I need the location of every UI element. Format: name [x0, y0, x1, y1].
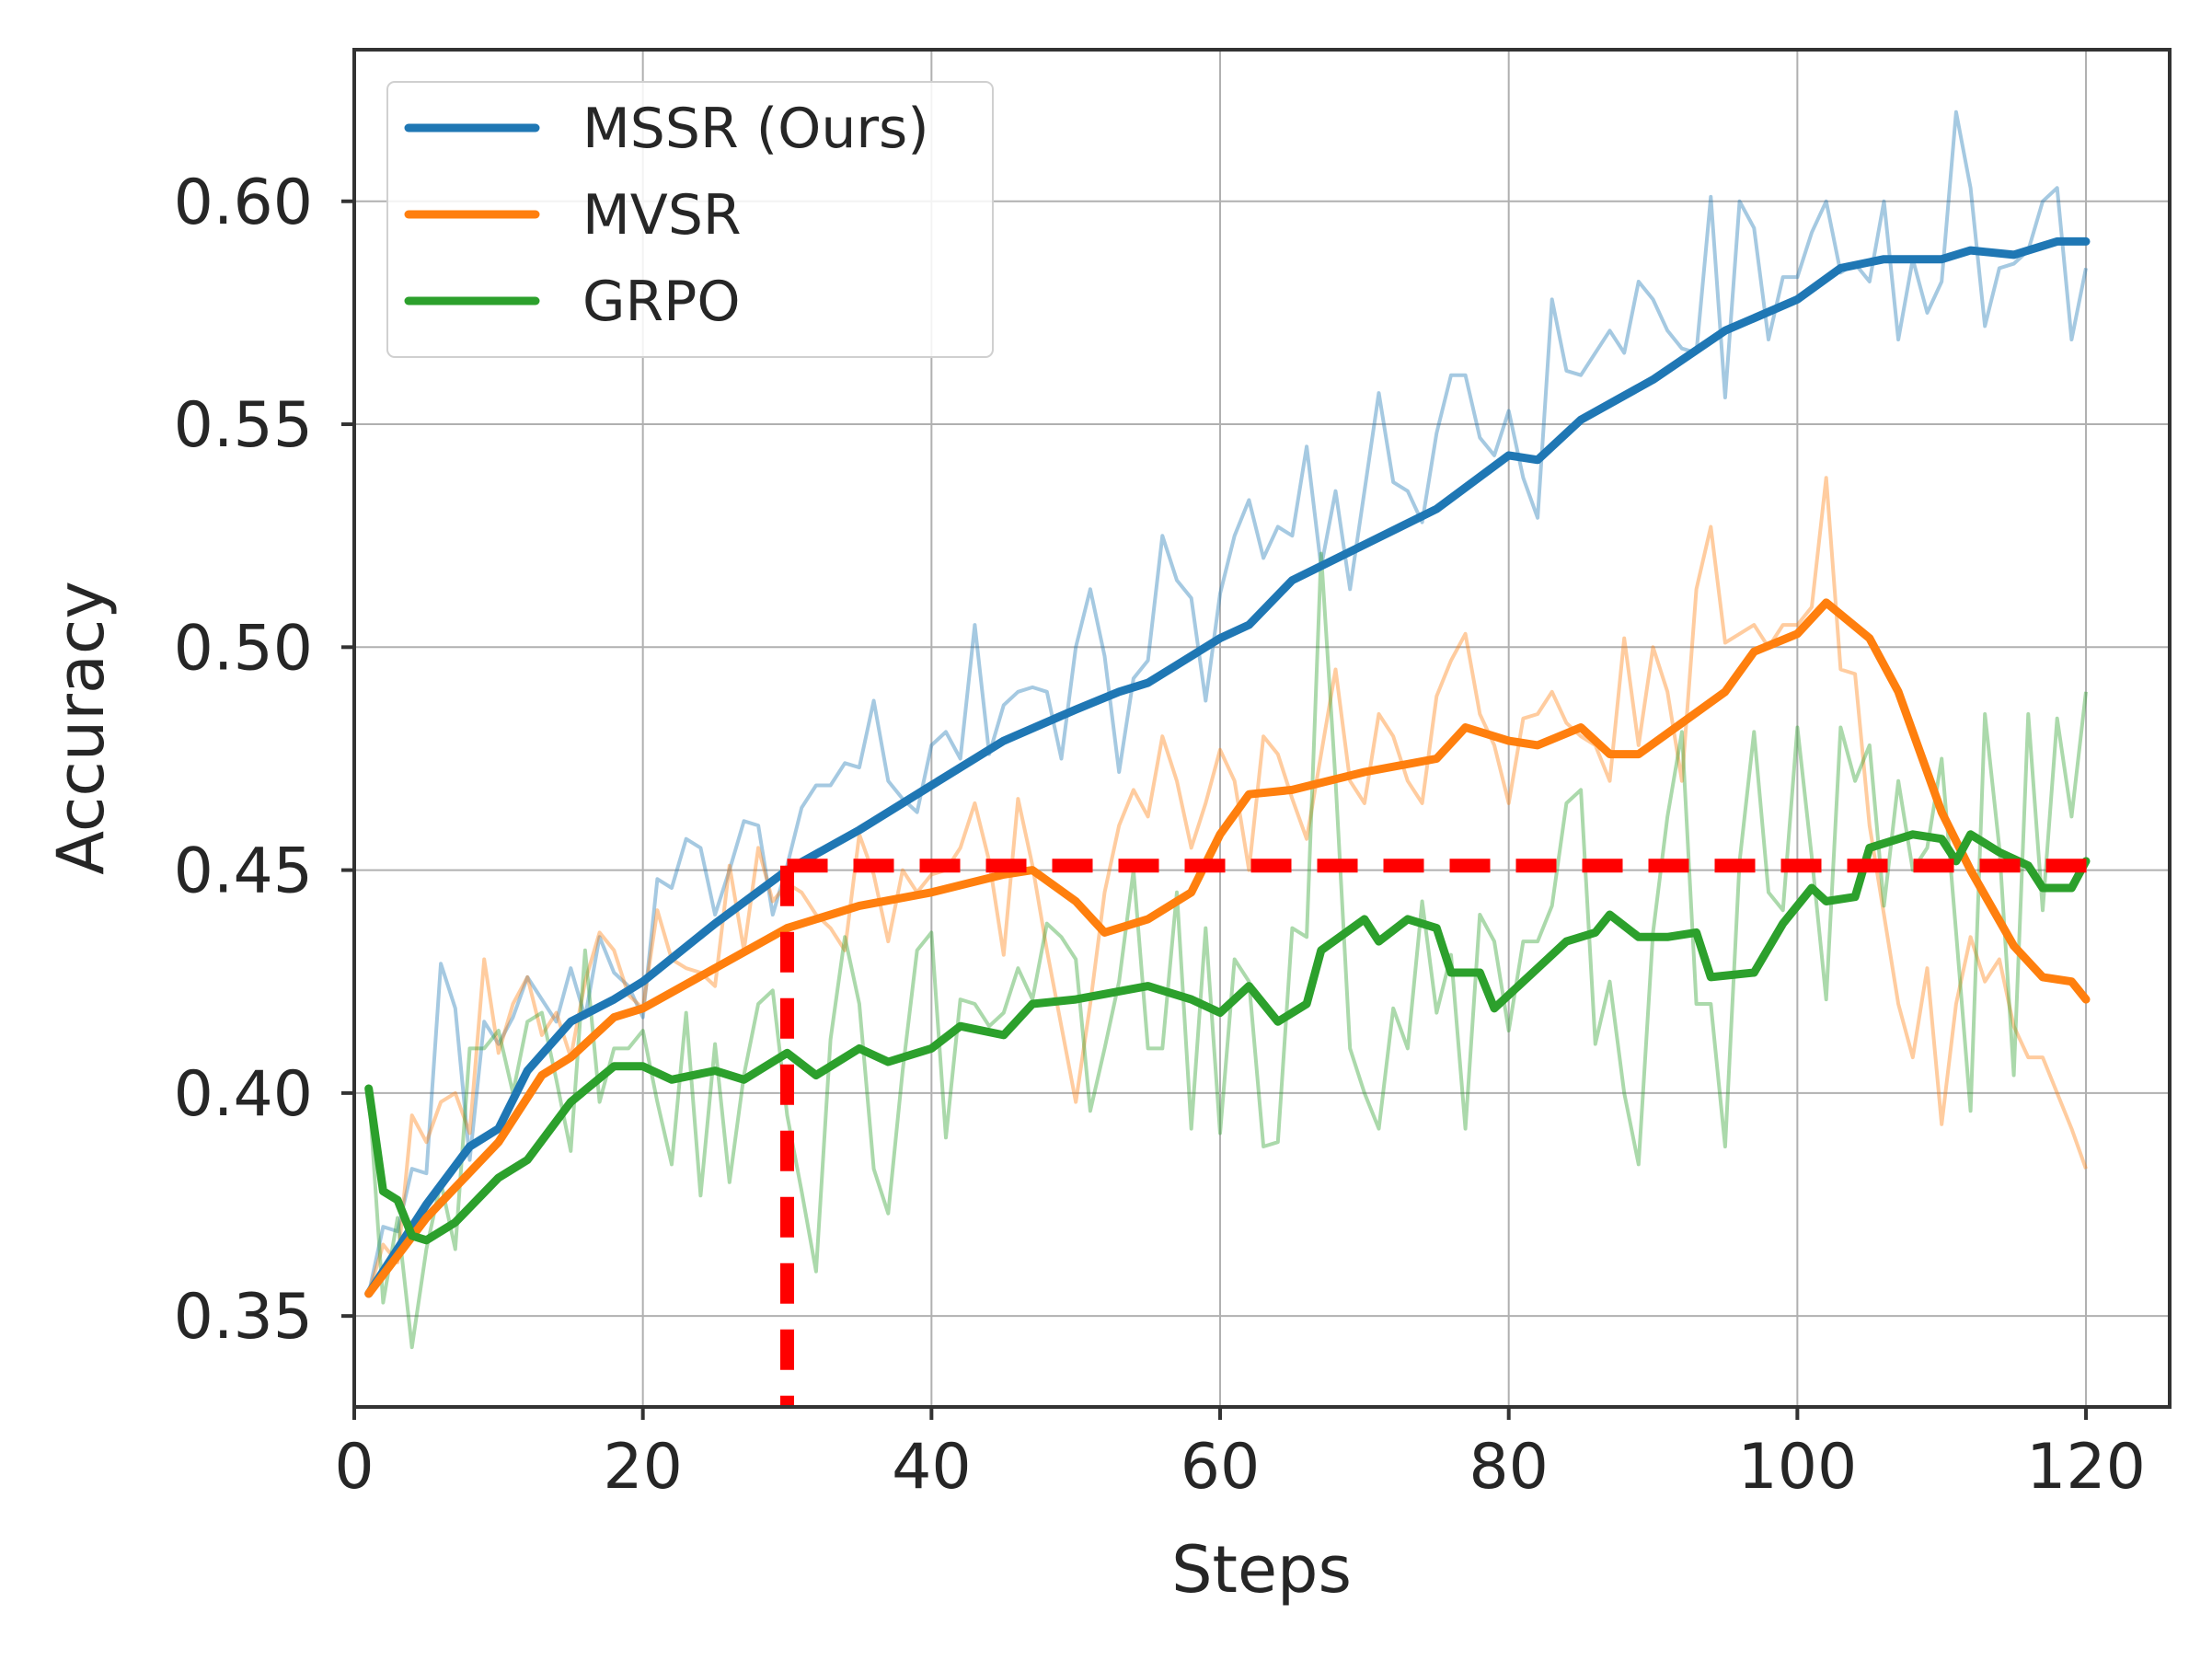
raw-line-grpo	[366, 551, 2088, 1350]
x-tick-label: 20	[603, 1431, 683, 1504]
x-axis-label: Steps	[1171, 1532, 1352, 1608]
raw-line-mssr-ours	[366, 110, 2088, 1295]
x-tick-label: 60	[1181, 1431, 1261, 1504]
x-axis-ticks: 0 20 40 60 80 100 120	[334, 1407, 2146, 1504]
legend-box	[386, 81, 994, 358]
x-tick-label: 120	[2026, 1431, 2146, 1504]
y-tick-label: 0.40	[174, 1058, 313, 1131]
smoothed-line-grpo	[364, 830, 2091, 1245]
y-axis-ticks: 0.35 0.40 0.45 0.50 0.55 0.60	[174, 167, 354, 1354]
y-axis-label: Accuracy	[43, 581, 119, 875]
legend-label-grpo: GRPO	[582, 270, 741, 334]
x-tick-label: 80	[1469, 1431, 1549, 1504]
x-tick-label: 0	[334, 1431, 374, 1504]
raw-line-mvsr	[366, 476, 2088, 1295]
raw-lines	[366, 110, 2088, 1350]
smoothed-line-mvsr	[364, 598, 2091, 1298]
plot-frame	[352, 48, 2172, 1409]
y-tick-label: 0.60	[174, 167, 313, 239]
legend: MSSR (Ours) MVSR GRPO	[386, 81, 994, 358]
y-tick-label: 0.45	[174, 836, 313, 908]
y-tick-label: 0.50	[174, 612, 313, 685]
x-tick-label: 100	[1737, 1431, 1857, 1504]
y-tick-label: 0.35	[174, 1281, 313, 1354]
legend-label-mvsr: MVSR	[582, 183, 742, 248]
reference-lines	[780, 859, 2093, 1407]
y-tick-label: 0.55	[174, 389, 313, 462]
smoothed-line-mssr-ours	[364, 236, 2091, 1298]
legend-label-mssr-ours: MSSR (Ours)	[582, 97, 929, 161]
x-tick-label: 40	[892, 1431, 972, 1504]
smoothed-lines	[364, 236, 2091, 1298]
